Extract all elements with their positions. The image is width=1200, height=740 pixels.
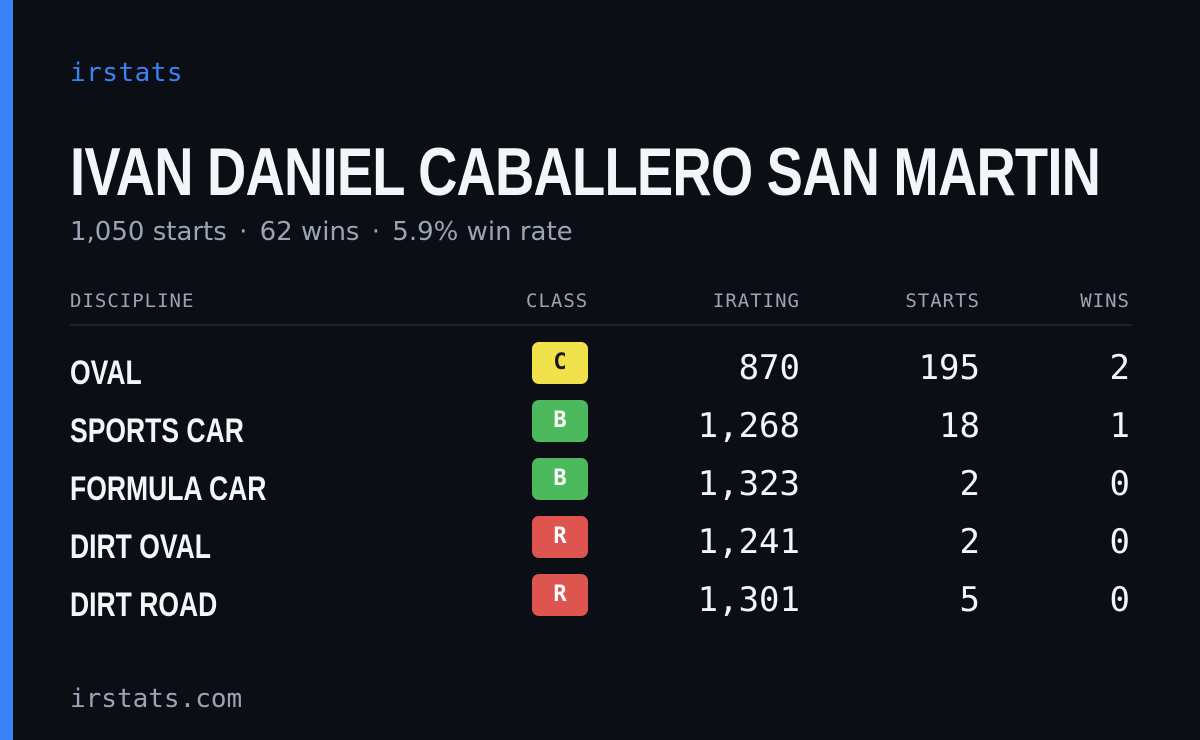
class-badge: C bbox=[532, 342, 588, 384]
wins-cell: 1 bbox=[1109, 406, 1130, 446]
table-row: OVAL C 870 195 2 bbox=[70, 338, 1132, 396]
summary-separator: · bbox=[371, 217, 381, 247]
starts-cell: 2 bbox=[959, 464, 980, 504]
summary-separator: · bbox=[239, 217, 248, 247]
irating-cell: 1,301 bbox=[697, 580, 800, 620]
accent-bar bbox=[0, 0, 13, 740]
stats-table-body: OVAL C 870 195 2 SPORTS CAR B 1,268 18 1… bbox=[70, 338, 1132, 628]
discipline-cell: DIRT OVAL bbox=[70, 528, 211, 566]
footer-url: irstats.com bbox=[70, 684, 243, 714]
table-row: DIRT OVAL R 1,241 2 0 bbox=[70, 512, 1132, 570]
starts-cell: 2 bbox=[959, 522, 980, 562]
wins-cell: 0 bbox=[1109, 522, 1130, 562]
irating-cell: 1,241 bbox=[697, 522, 800, 562]
header-starts: STARTS bbox=[905, 290, 980, 312]
summary-win-rate: 5.9% win rate bbox=[392, 217, 573, 247]
class-badge: B bbox=[532, 458, 588, 500]
wins-cell: 0 bbox=[1109, 580, 1130, 620]
summary-wins: 62 wins bbox=[259, 217, 360, 247]
irating-cell: 870 bbox=[738, 348, 800, 388]
discipline-cell: OVAL bbox=[70, 354, 142, 392]
header-irating: IRATING bbox=[712, 290, 800, 312]
wins-cell: 0 bbox=[1109, 464, 1130, 504]
brand-logo: irstats bbox=[70, 58, 184, 88]
header-class: CLASS bbox=[526, 290, 589, 312]
class-badge: R bbox=[532, 574, 588, 616]
stats-table-header: DISCIPLINE CLASS IRATING STARTS WINS bbox=[70, 286, 1132, 326]
wins-cell: 2 bbox=[1109, 348, 1130, 388]
starts-cell: 195 bbox=[918, 348, 980, 388]
starts-cell: 18 bbox=[939, 406, 980, 446]
class-badge: B bbox=[532, 400, 588, 442]
driver-name: IVAN DANIEL CABALLERO SAN MARTIN bbox=[70, 134, 1101, 210]
driver-summary: 1,050 starts · 62 wins · 5.9% win rate bbox=[70, 213, 573, 251]
table-row: SPORTS CAR B 1,268 18 1 bbox=[70, 396, 1132, 454]
header-discipline: DISCIPLINE bbox=[70, 290, 195, 312]
table-row: FORMULA CAR B 1,323 2 0 bbox=[70, 454, 1132, 512]
table-row: DIRT ROAD R 1,301 5 0 bbox=[70, 570, 1132, 628]
irating-cell: 1,323 bbox=[697, 464, 800, 504]
irating-cell: 1,268 bbox=[697, 406, 800, 446]
discipline-cell: FORMULA CAR bbox=[70, 470, 267, 508]
header-wins: WINS bbox=[1080, 290, 1130, 312]
summary-starts: 1,050 starts bbox=[70, 217, 227, 247]
starts-cell: 5 bbox=[959, 580, 980, 620]
class-badge: R bbox=[532, 516, 588, 558]
discipline-cell: SPORTS CAR bbox=[70, 412, 244, 450]
discipline-cell: DIRT ROAD bbox=[70, 586, 218, 624]
